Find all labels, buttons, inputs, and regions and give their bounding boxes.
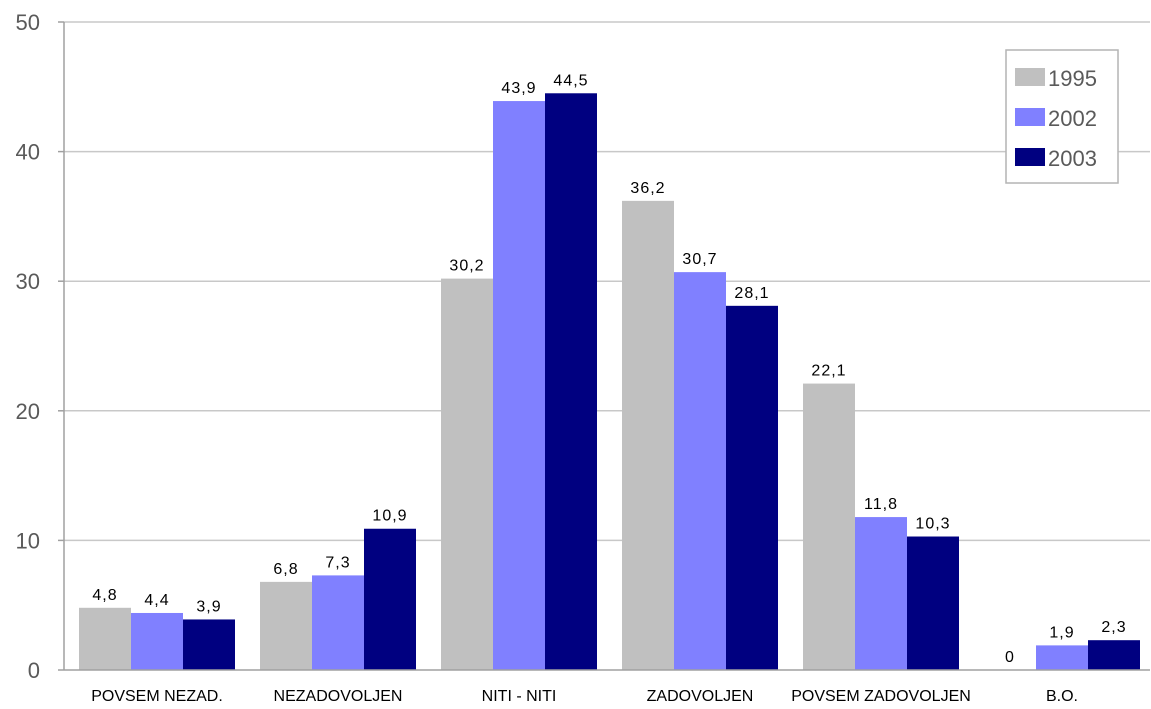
bar-2002-0 xyxy=(131,612,183,670)
bar-1995-3 xyxy=(622,200,674,670)
legend: 1995 2002 2003 xyxy=(1005,49,1119,184)
x-tick-label: NEZADOVOLJEN xyxy=(274,688,403,705)
data-labels: 4,8 4,4 3,9 6,8 7,3 10,9 30,2 43,9 44,5 36,2 30,7 2… xyxy=(92,72,1126,666)
x-tick-label: POVSEM NEZAD. xyxy=(91,688,223,705)
data-label: 3,9 xyxy=(196,598,221,615)
data-label: 4,8 xyxy=(92,587,117,604)
bar-1995-2 xyxy=(441,278,493,670)
legend-swatch-2002 xyxy=(1015,108,1045,126)
data-label: 0 xyxy=(1005,649,1015,666)
data-label: 11,8 xyxy=(864,496,898,513)
gridlines xyxy=(64,21,1150,542)
legend-swatch-2003 xyxy=(1015,148,1045,166)
legend-swatch-1995 xyxy=(1015,68,1045,86)
legend-label: 1995 xyxy=(1048,66,1097,91)
bar-2003-5 xyxy=(1088,640,1140,670)
y-tick-label: 10 xyxy=(16,528,40,553)
data-label: 28,1 xyxy=(734,285,769,302)
data-label: 10,3 xyxy=(915,516,950,533)
data-label: 30,7 xyxy=(682,251,717,268)
bars xyxy=(79,93,1140,670)
bar-1995-0 xyxy=(79,607,131,670)
x-axis: POVSEM NEZAD. NEZADOVOLJEN NITI - NITI ZADO… xyxy=(64,669,1150,705)
y-tick-label: 40 xyxy=(16,140,40,165)
y-tick-label: 50 xyxy=(16,10,40,35)
legend-label: 2003 xyxy=(1048,146,1097,171)
bar-1995-1 xyxy=(260,581,312,670)
bar-2002-3 xyxy=(674,272,726,670)
bar-2003-1 xyxy=(364,528,416,670)
data-label: 10,9 xyxy=(372,508,407,525)
bar-2002-5 xyxy=(1036,645,1088,670)
x-tick-label: ZADOVOLJEN xyxy=(647,688,754,705)
x-tick-label: NITI - NITI xyxy=(482,688,557,705)
bar-1995-4 xyxy=(803,383,855,670)
bar-2003-0 xyxy=(183,619,235,670)
data-label: 7,3 xyxy=(325,554,350,571)
y-tick-label: 20 xyxy=(16,399,40,424)
data-label: 2,3 xyxy=(1101,619,1126,636)
data-label: 30,2 xyxy=(449,258,484,275)
bar-2003-4 xyxy=(907,536,959,670)
data-label: 1,9 xyxy=(1049,624,1074,641)
data-label: 44,5 xyxy=(553,72,588,89)
y-tick-label: 30 xyxy=(16,269,40,294)
legend-label: 2002 xyxy=(1048,106,1097,131)
y-tick-label: 0 xyxy=(28,658,40,683)
bar-2002-4 xyxy=(855,517,907,670)
data-label: 22,1 xyxy=(811,363,846,380)
x-tick-label: POVSEM ZADOVOLJEN xyxy=(791,688,971,705)
x-tick-label: B.O. xyxy=(1046,688,1078,705)
y-axis: 0 10 20 30 40 50 xyxy=(16,10,65,683)
data-label: 6,8 xyxy=(273,561,298,578)
bar-2002-1 xyxy=(312,575,364,670)
data-label: 43,9 xyxy=(501,80,536,97)
bar-2003-3 xyxy=(726,305,778,670)
bar-2003-2 xyxy=(545,93,597,670)
data-label: 4,4 xyxy=(144,592,169,609)
data-label: 36,2 xyxy=(630,180,665,197)
bar-2002-2 xyxy=(493,101,545,670)
